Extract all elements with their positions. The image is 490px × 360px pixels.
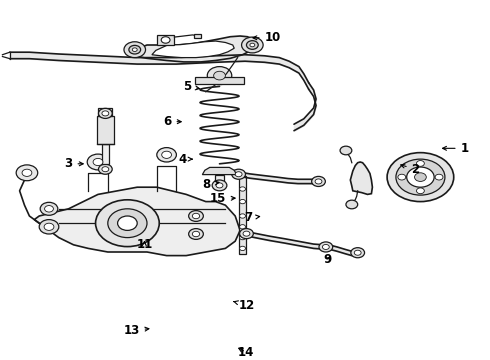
- Circle shape: [39, 220, 59, 234]
- Circle shape: [242, 37, 263, 53]
- Circle shape: [250, 43, 255, 47]
- Circle shape: [240, 229, 253, 239]
- Circle shape: [246, 41, 258, 49]
- Bar: [195, 77, 244, 84]
- Circle shape: [45, 206, 53, 212]
- Text: 6: 6: [163, 115, 181, 128]
- Circle shape: [319, 242, 333, 252]
- Circle shape: [40, 202, 58, 215]
- Circle shape: [108, 209, 147, 238]
- Text: 3: 3: [64, 157, 83, 170]
- Polygon shape: [350, 162, 372, 194]
- Text: 11: 11: [136, 238, 152, 251]
- Circle shape: [396, 159, 445, 195]
- Circle shape: [189, 229, 203, 239]
- Polygon shape: [127, 36, 256, 62]
- Circle shape: [207, 67, 232, 85]
- Circle shape: [44, 223, 54, 230]
- Circle shape: [346, 200, 358, 209]
- Text: 12: 12: [234, 299, 255, 312]
- Text: 14: 14: [238, 346, 254, 359]
- Circle shape: [216, 183, 223, 188]
- Text: 5: 5: [183, 80, 199, 93]
- Circle shape: [240, 199, 245, 204]
- Circle shape: [232, 169, 245, 179]
- Circle shape: [132, 48, 137, 51]
- Text: 4: 4: [178, 153, 192, 166]
- Circle shape: [161, 37, 170, 43]
- Circle shape: [240, 187, 245, 191]
- Circle shape: [340, 146, 352, 155]
- Circle shape: [354, 250, 361, 255]
- Bar: [157, 35, 174, 45]
- Circle shape: [322, 244, 329, 249]
- Text: 10: 10: [253, 31, 281, 44]
- Circle shape: [240, 235, 245, 240]
- Circle shape: [435, 174, 443, 180]
- Circle shape: [93, 158, 103, 166]
- Circle shape: [87, 154, 109, 170]
- Circle shape: [189, 211, 203, 221]
- Circle shape: [98, 164, 112, 174]
- Circle shape: [102, 167, 109, 172]
- Circle shape: [235, 172, 242, 177]
- Circle shape: [416, 161, 424, 166]
- Polygon shape: [34, 187, 240, 256]
- Circle shape: [243, 231, 250, 236]
- Polygon shape: [152, 41, 234, 58]
- Text: 7: 7: [245, 211, 260, 224]
- Circle shape: [315, 179, 322, 184]
- Circle shape: [398, 174, 406, 180]
- Circle shape: [124, 42, 146, 58]
- Circle shape: [129, 45, 141, 54]
- Bar: [102, 144, 109, 164]
- Circle shape: [240, 225, 245, 229]
- Text: 2: 2: [401, 163, 420, 176]
- Text: 8: 8: [202, 178, 219, 191]
- Circle shape: [351, 248, 365, 258]
- Circle shape: [118, 216, 137, 230]
- Circle shape: [157, 148, 176, 162]
- Bar: [98, 108, 112, 116]
- Bar: [194, 34, 201, 38]
- Circle shape: [214, 71, 225, 80]
- Circle shape: [387, 153, 454, 202]
- Circle shape: [102, 111, 109, 116]
- Circle shape: [192, 231, 200, 237]
- Circle shape: [312, 176, 325, 186]
- Circle shape: [407, 167, 434, 187]
- Circle shape: [16, 165, 38, 181]
- Circle shape: [212, 180, 227, 191]
- Circle shape: [98, 108, 112, 118]
- Circle shape: [192, 213, 200, 219]
- Circle shape: [415, 173, 426, 181]
- Circle shape: [416, 188, 424, 194]
- Bar: [215, 175, 224, 185]
- Circle shape: [22, 169, 32, 176]
- Text: 13: 13: [123, 324, 149, 337]
- Circle shape: [240, 214, 245, 218]
- Bar: [239, 176, 246, 254]
- Circle shape: [96, 200, 159, 247]
- Text: 9: 9: [323, 253, 332, 266]
- Text: 1: 1: [442, 142, 469, 155]
- Polygon shape: [202, 167, 237, 175]
- Bar: [97, 116, 114, 144]
- Circle shape: [240, 246, 245, 251]
- Circle shape: [162, 151, 172, 158]
- Text: 15: 15: [210, 192, 235, 205]
